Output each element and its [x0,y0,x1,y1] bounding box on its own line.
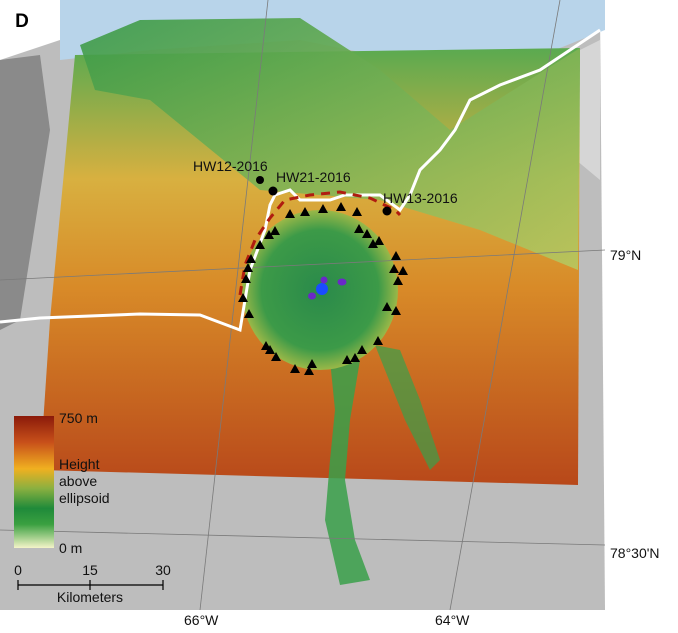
peak-triangle-icon [300,207,310,216]
peak-triangle-icon [393,276,403,285]
peak-triangle-icon [246,254,256,263]
central-uplift-purple [337,278,347,286]
peak-triangle-icon [368,239,378,248]
peak-triangle-icon [318,204,328,213]
scale-tick-label: 30 [155,562,171,578]
legend-max: 750 m [59,410,98,426]
peak-triangle-icon [238,293,248,302]
station-marker [382,206,392,216]
graticule [0,0,606,611]
station-marker [256,176,264,184]
legend-colorbar [14,416,54,548]
lat-label: 78°30'N [610,545,660,561]
peak-triangle-icon [270,226,280,235]
peak-triangle-icon [244,309,254,318]
legend-title: Height [59,456,100,472]
peak-triangle-icon [362,229,372,238]
station-label: HW21-2016 [276,169,351,185]
peak-triangle-icon [350,353,360,362]
scale-tick-label: 15 [82,562,98,578]
peak-triangle-icon [389,264,399,273]
peak-triangle-icon [357,345,367,354]
ice-margin-line [0,28,601,333]
peak-triangle-icon [271,352,281,361]
peak-triangle-icon [373,336,383,345]
central-uplift-blue [316,283,328,295]
peak-triangle-icon [255,240,265,249]
scale-tick-label: 0 [14,562,22,578]
peak-triangle-icon [398,266,408,275]
peak-triangle-icon [342,355,352,364]
peak-triangle-icon [285,209,295,218]
scale-unit: Kilometers [57,589,123,605]
legend-title: above [59,473,97,489]
peak-triangle-icon [261,341,271,350]
panel-label-badge [6,4,38,36]
peak-triangle-icon [374,236,384,245]
central-uplift-purple [320,276,328,284]
scale-bar: 0 15 30 Kilometers [14,562,171,605]
station-marker [268,186,278,196]
legend-title: ellipsoid [59,490,110,506]
lon-label: 64°W [435,612,470,628]
outlet-valley [325,360,370,585]
crater-rim-dashed [238,190,402,296]
legend-min: 0 m [59,540,82,556]
peak-triangle-icon [243,263,253,272]
lon-label: 66°W [184,612,219,628]
lat-label: 79°N [610,247,641,263]
peak-triangle-icon [382,302,392,311]
peak-triangle-icon [391,251,401,260]
peak-triangle-icon [290,364,300,373]
peak-markers [238,202,408,375]
station-label: HW13-2016 [383,190,458,206]
central-uplift-purple [308,292,316,300]
peak-triangle-icon [336,202,346,211]
peak-triangle-icon [304,366,314,375]
elevation-legend: 750 m Height above ellipsoid 0 m [14,410,110,556]
peak-triangle-icon [241,274,251,283]
peak-triangle-icon [391,306,401,315]
peak-triangle-icon [307,359,317,368]
peak-triangle-icon [354,224,364,233]
coastal-lowland [80,18,580,270]
panel-label: D [15,11,29,32]
peak-triangle-icon [352,207,362,216]
station-label: HW12-2016 [193,158,268,174]
peak-triangle-icon [264,230,274,239]
